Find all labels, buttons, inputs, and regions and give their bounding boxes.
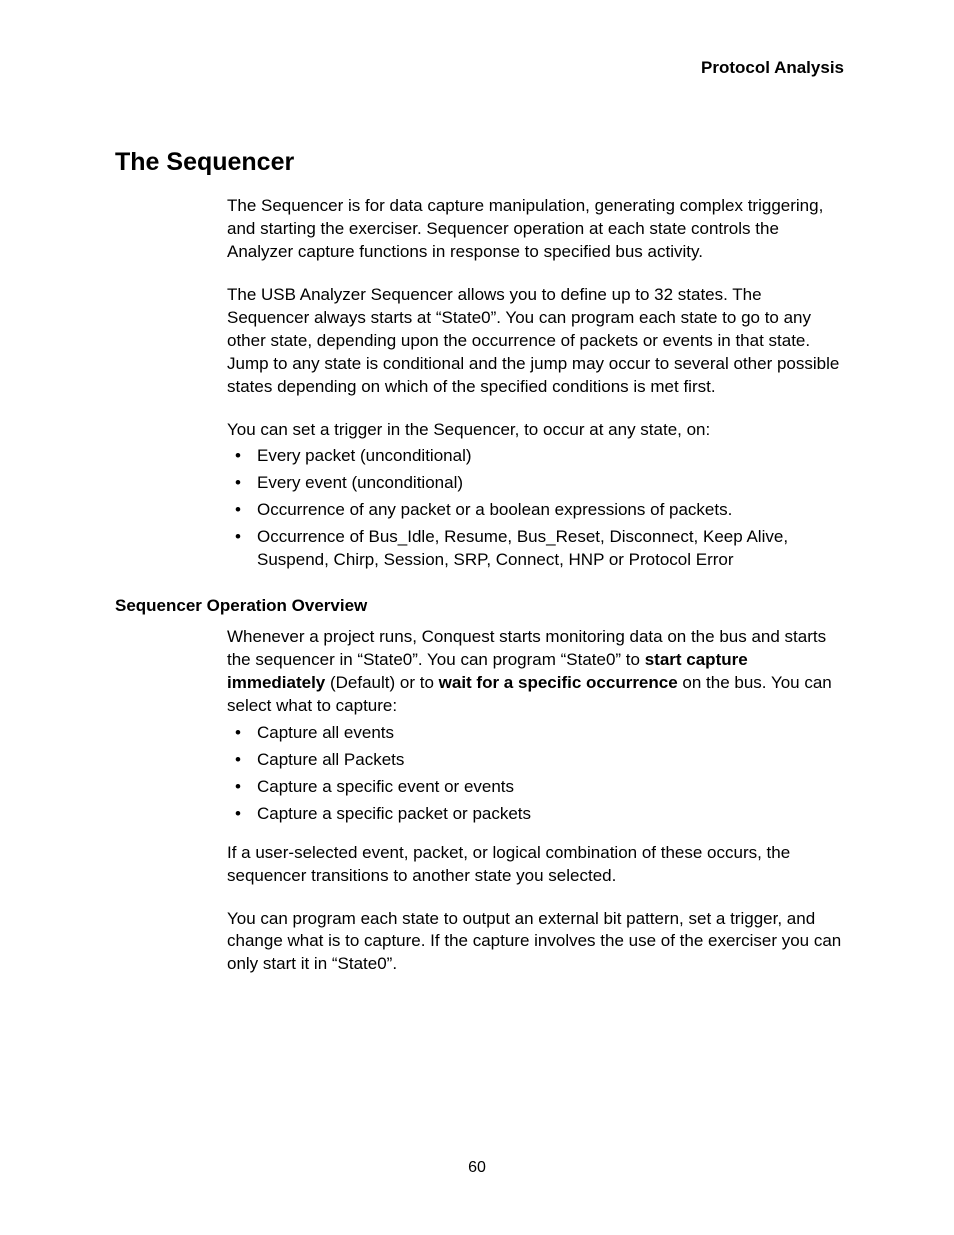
- running-header: Protocol Analysis: [115, 58, 844, 78]
- page-title: The Sequencer: [115, 148, 844, 177]
- intro-paragraph-2: The USB Analyzer Sequencer allows you to…: [227, 284, 844, 399]
- intro-section: The Sequencer is for data capture manipu…: [227, 195, 844, 572]
- trigger-bullet-list: Every packet (unconditional) Every event…: [227, 445, 844, 572]
- overview-paragraph-2: If a user-selected event, packet, or log…: [227, 842, 844, 888]
- list-item: Capture all events: [227, 722, 844, 745]
- text-run: (Default) or to: [325, 673, 438, 692]
- bold-run: wait for a specific occurrence: [439, 673, 678, 692]
- list-item: Every packet (unconditional): [227, 445, 844, 468]
- intro-paragraph-3: You can set a trigger in the Sequencer, …: [227, 419, 844, 442]
- list-item: Occurrence of Bus_Idle, Resume, Bus_Rese…: [227, 526, 844, 572]
- overview-paragraph-3: You can program each state to output an …: [227, 908, 844, 977]
- page-number: 60: [0, 1159, 954, 1177]
- list-item: Every event (unconditional): [227, 472, 844, 495]
- list-item: Capture a specific event or events: [227, 776, 844, 799]
- list-item: Occurrence of any packet or a boolean ex…: [227, 499, 844, 522]
- intro-paragraph-1: The Sequencer is for data capture manipu…: [227, 195, 844, 264]
- capture-bullet-list: Capture all events Capture all Packets C…: [227, 722, 844, 826]
- overview-paragraph-1: Whenever a project runs, Conquest starts…: [227, 626, 844, 718]
- list-item: Capture all Packets: [227, 749, 844, 772]
- overview-heading: Sequencer Operation Overview: [115, 596, 844, 616]
- list-item: Capture a specific packet or packets: [227, 803, 844, 826]
- overview-section: Whenever a project runs, Conquest starts…: [227, 626, 844, 976]
- document-page: Protocol Analysis The Sequencer The Sequ…: [0, 0, 954, 1235]
